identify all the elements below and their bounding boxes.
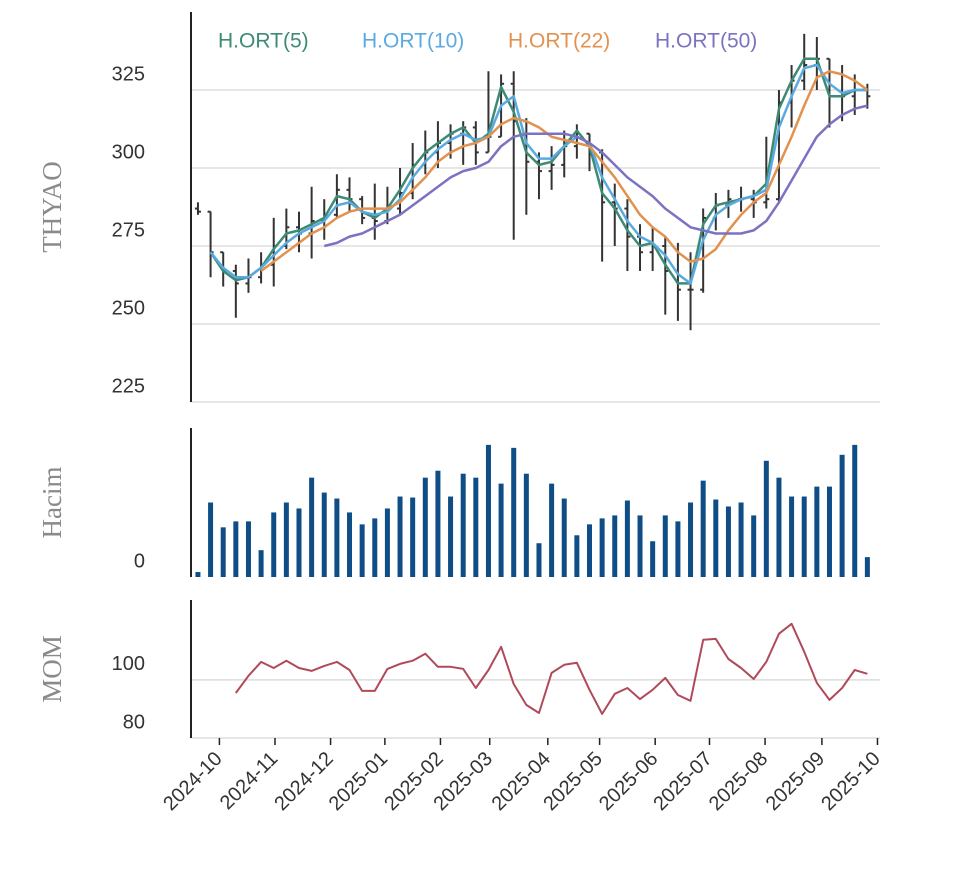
x-tick-label: 2024-11 <box>216 748 282 814</box>
bar <box>334 498 340 577</box>
bar <box>650 541 656 577</box>
bar <box>460 473 466 577</box>
bar <box>789 496 795 577</box>
y-tick-label: 100 <box>112 653 145 675</box>
bar <box>700 480 706 577</box>
bar <box>826 486 832 577</box>
legend-entry: H.ORT(10) <box>362 30 464 53</box>
y-axis-label: Hacim <box>37 467 67 539</box>
bar <box>208 502 214 577</box>
bar <box>397 496 403 577</box>
line <box>234 622 868 715</box>
bar <box>738 502 744 577</box>
bar <box>751 515 757 577</box>
bar <box>233 521 239 577</box>
bar <box>245 521 251 577</box>
bar <box>220 527 226 577</box>
bar <box>435 470 441 577</box>
y-tick-label: 275 <box>112 219 145 241</box>
bar <box>523 473 529 577</box>
bar <box>864 557 870 577</box>
bar <box>309 477 315 577</box>
legend-entry: H.ORT(5) <box>218 30 309 53</box>
x-tick-label: 2025-07 <box>649 748 716 815</box>
y-tick-label: 300 <box>112 141 145 163</box>
bar <box>283 502 289 577</box>
bar <box>384 508 390 577</box>
ma-line <box>209 57 868 285</box>
bar <box>359 524 365 577</box>
bar <box>839 454 845 577</box>
bar <box>448 496 454 577</box>
bar <box>637 515 643 577</box>
bar <box>814 486 820 577</box>
x-tick-label: 2024-12 <box>270 748 337 815</box>
bar <box>852 444 858 577</box>
bar <box>561 498 567 577</box>
y-tick-label: 225 <box>112 375 145 397</box>
legend-entry: H.ORT(22) <box>508 30 610 53</box>
bar <box>801 496 807 577</box>
x-tick-label: 2025-09 <box>762 748 829 815</box>
bar <box>473 477 479 577</box>
x-tick-label: 2025-01 <box>325 748 392 815</box>
bar <box>763 460 769 577</box>
bar <box>372 518 378 577</box>
legend-entry: H.ORT(50) <box>655 30 757 53</box>
x-tick-label: 2025-10 <box>817 748 884 815</box>
bar <box>599 518 605 577</box>
bar <box>258 550 264 577</box>
bar <box>296 508 302 577</box>
bar <box>713 499 719 577</box>
bar <box>776 477 782 577</box>
ma-line <box>209 63 868 285</box>
bar <box>511 447 517 577</box>
y-axis-label: THYAO <box>37 161 67 253</box>
bar <box>612 515 618 577</box>
bar <box>586 524 592 577</box>
bar <box>725 506 731 577</box>
y-axis-label: MOM <box>37 635 67 703</box>
bar <box>347 512 353 577</box>
x-tick-label: 2025-08 <box>705 748 772 815</box>
y-tick-label: 0 <box>134 550 145 572</box>
bar <box>485 444 491 577</box>
bar <box>271 512 277 577</box>
bar <box>549 483 555 577</box>
bar <box>574 535 580 577</box>
y-tick-label: 250 <box>112 297 145 319</box>
ma-line <box>260 70 869 273</box>
bar <box>662 515 668 577</box>
bar <box>624 500 630 577</box>
bar <box>536 543 542 577</box>
ma-line <box>324 104 868 248</box>
x-tick-label: 2024-10 <box>159 748 226 815</box>
bar <box>675 521 681 577</box>
bar <box>410 497 416 577</box>
x-tick-label: 2025-06 <box>595 748 662 815</box>
bar <box>422 477 428 577</box>
y-tick-label: 325 <box>112 63 145 85</box>
bar <box>195 572 201 577</box>
bar <box>498 483 504 577</box>
bar <box>688 502 694 577</box>
y-tick-label: 80 <box>123 711 145 733</box>
bar <box>321 492 327 577</box>
